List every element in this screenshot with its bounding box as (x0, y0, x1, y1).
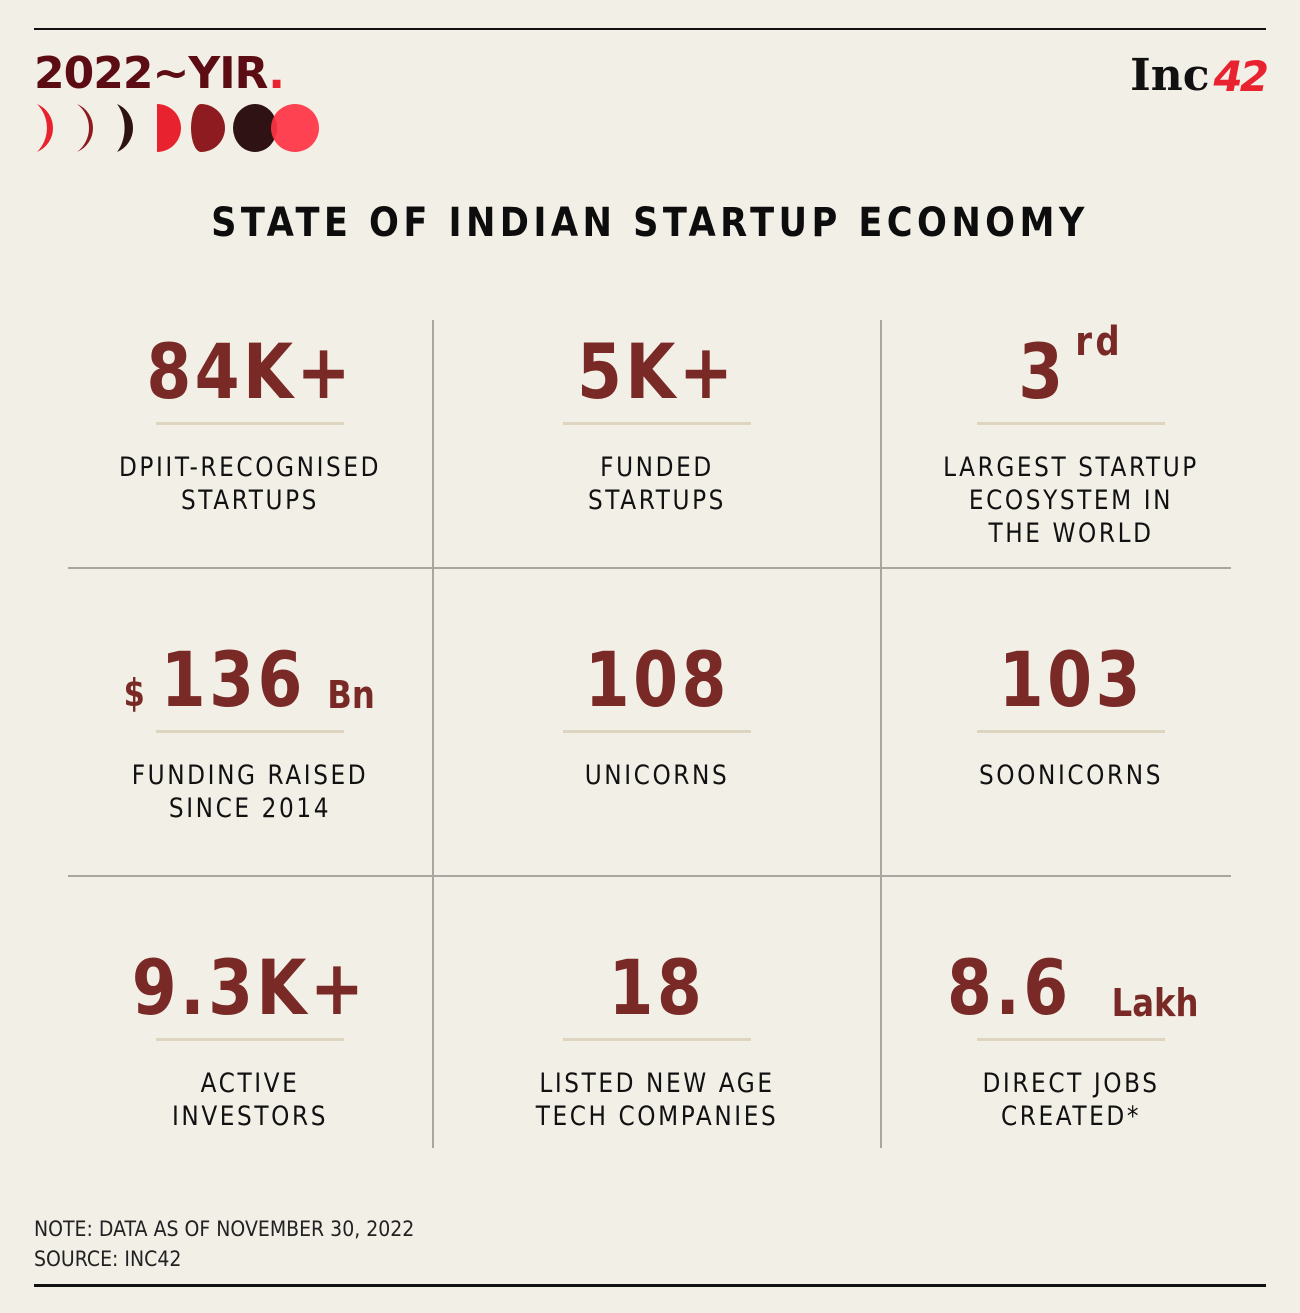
stat-number: 9.3K+ (132, 943, 368, 1032)
stat-prefix: $ (124, 671, 146, 715)
logo-number: 42 (1213, 52, 1269, 101)
page-title: STATE OF INDIAN STARTUP ECONOMY (211, 200, 1089, 246)
stat-number: 5K+ (577, 327, 737, 416)
stat-underline (563, 730, 751, 733)
stat-underline (977, 730, 1165, 733)
stat-value: 84K+ (68, 320, 432, 410)
top-rule (34, 28, 1266, 30)
stat-label: FUNDING RAISED SINCE 2014 (131, 760, 369, 824)
stat-label: FUNDED STARTUPS (587, 452, 727, 516)
bottom-rule (34, 1284, 1266, 1287)
stats-grid: 84K+ DPIIT-RECOGNISED STARTUPS 5K+ FUNDE… (68, 320, 1231, 1148)
grid-divider (880, 320, 882, 1148)
stat-label: DPIIT-RECOGNISED STARTUPS (118, 452, 382, 516)
series-title-dot: . (268, 48, 285, 99)
stat-card-direct-jobs: 8.6 Lakh DIRECT JOBS CREATED* (882, 936, 1260, 1133)
stat-suffix: Lakh (1111, 981, 1199, 1025)
stat-value: 8.6 Lakh (882, 936, 1260, 1026)
grid-divider (68, 567, 1231, 569)
stat-card-dpiit-startups: 84K+ DPIIT-RECOGNISED STARTUPS (68, 320, 432, 517)
stat-value: 108 (434, 628, 880, 718)
stat-card-active-investors: 9.3K+ ACTIVE INVESTORS (68, 936, 432, 1133)
stat-number: 84K+ (146, 327, 354, 416)
stat-underline (156, 1038, 344, 1041)
stat-value: $136 Bn (68, 628, 432, 718)
stat-number: 3 (1018, 327, 1067, 416)
stat-number: 8.6 (946, 943, 1072, 1032)
stat-label: ACTIVE INVESTORS (171, 1068, 329, 1132)
stat-card-soonicorns: 103 SOONICORNS (882, 628, 1260, 792)
logo-text: Inc (1130, 50, 1210, 101)
data-note: NOTE: DATA AS OF NOVEMBER 30, 2022 (34, 1217, 415, 1241)
series-title-text: 2022~YIR (34, 48, 269, 99)
stat-underline (563, 1038, 751, 1041)
stat-underline (977, 422, 1165, 425)
stat-number: 103 (998, 635, 1144, 724)
stat-number: 18 (608, 943, 706, 1032)
stat-card-funding-raised: $136 Bn FUNDING RAISED SINCE 2014 (68, 628, 432, 825)
grid-divider (68, 875, 1231, 877)
stat-card-unicorns: 108 UNICORNS (434, 628, 880, 792)
stat-value: 18 (434, 936, 880, 1026)
stat-underline (156, 422, 344, 425)
series-title: 2022~YIR. (34, 52, 285, 96)
grid-divider (432, 320, 434, 1148)
stat-suffix: Bn (326, 673, 375, 717)
stat-superscript: rd (1075, 319, 1124, 365)
stat-value: 103 (882, 628, 1260, 718)
stat-value: 5K+ (434, 320, 880, 410)
stat-label: SOONICORNS (978, 760, 1164, 791)
stat-underline (977, 1038, 1165, 1041)
stat-label: LISTED NEW AGE TECH COMPANIES (535, 1068, 779, 1132)
stat-underline (563, 422, 751, 425)
stat-number: 108 (584, 635, 730, 724)
stat-label: UNICORNS (584, 760, 730, 791)
stat-label: DIRECT JOBS CREATED* (982, 1068, 1160, 1132)
stat-underline (156, 730, 344, 733)
stat-card-listed-companies: 18 LISTED NEW AGE TECH COMPANIES (434, 936, 880, 1133)
footer-notes: NOTE: DATA AS OF NOVEMBER 30, 2022 SOURC… (34, 1214, 414, 1274)
moon-phases-icon (37, 104, 319, 152)
stat-value: 9.3K+ (68, 936, 432, 1026)
source-note: SOURCE: INC42 (34, 1247, 182, 1271)
inc42-logo: Inc 42 (1130, 50, 1269, 101)
stat-label: LARGEST STARTUP ECOSYSTEM IN THE WORLD (943, 452, 1199, 549)
stat-card-funded-startups: 5K+ FUNDED STARTUPS (434, 320, 880, 517)
stat-number: 136 (160, 635, 306, 724)
